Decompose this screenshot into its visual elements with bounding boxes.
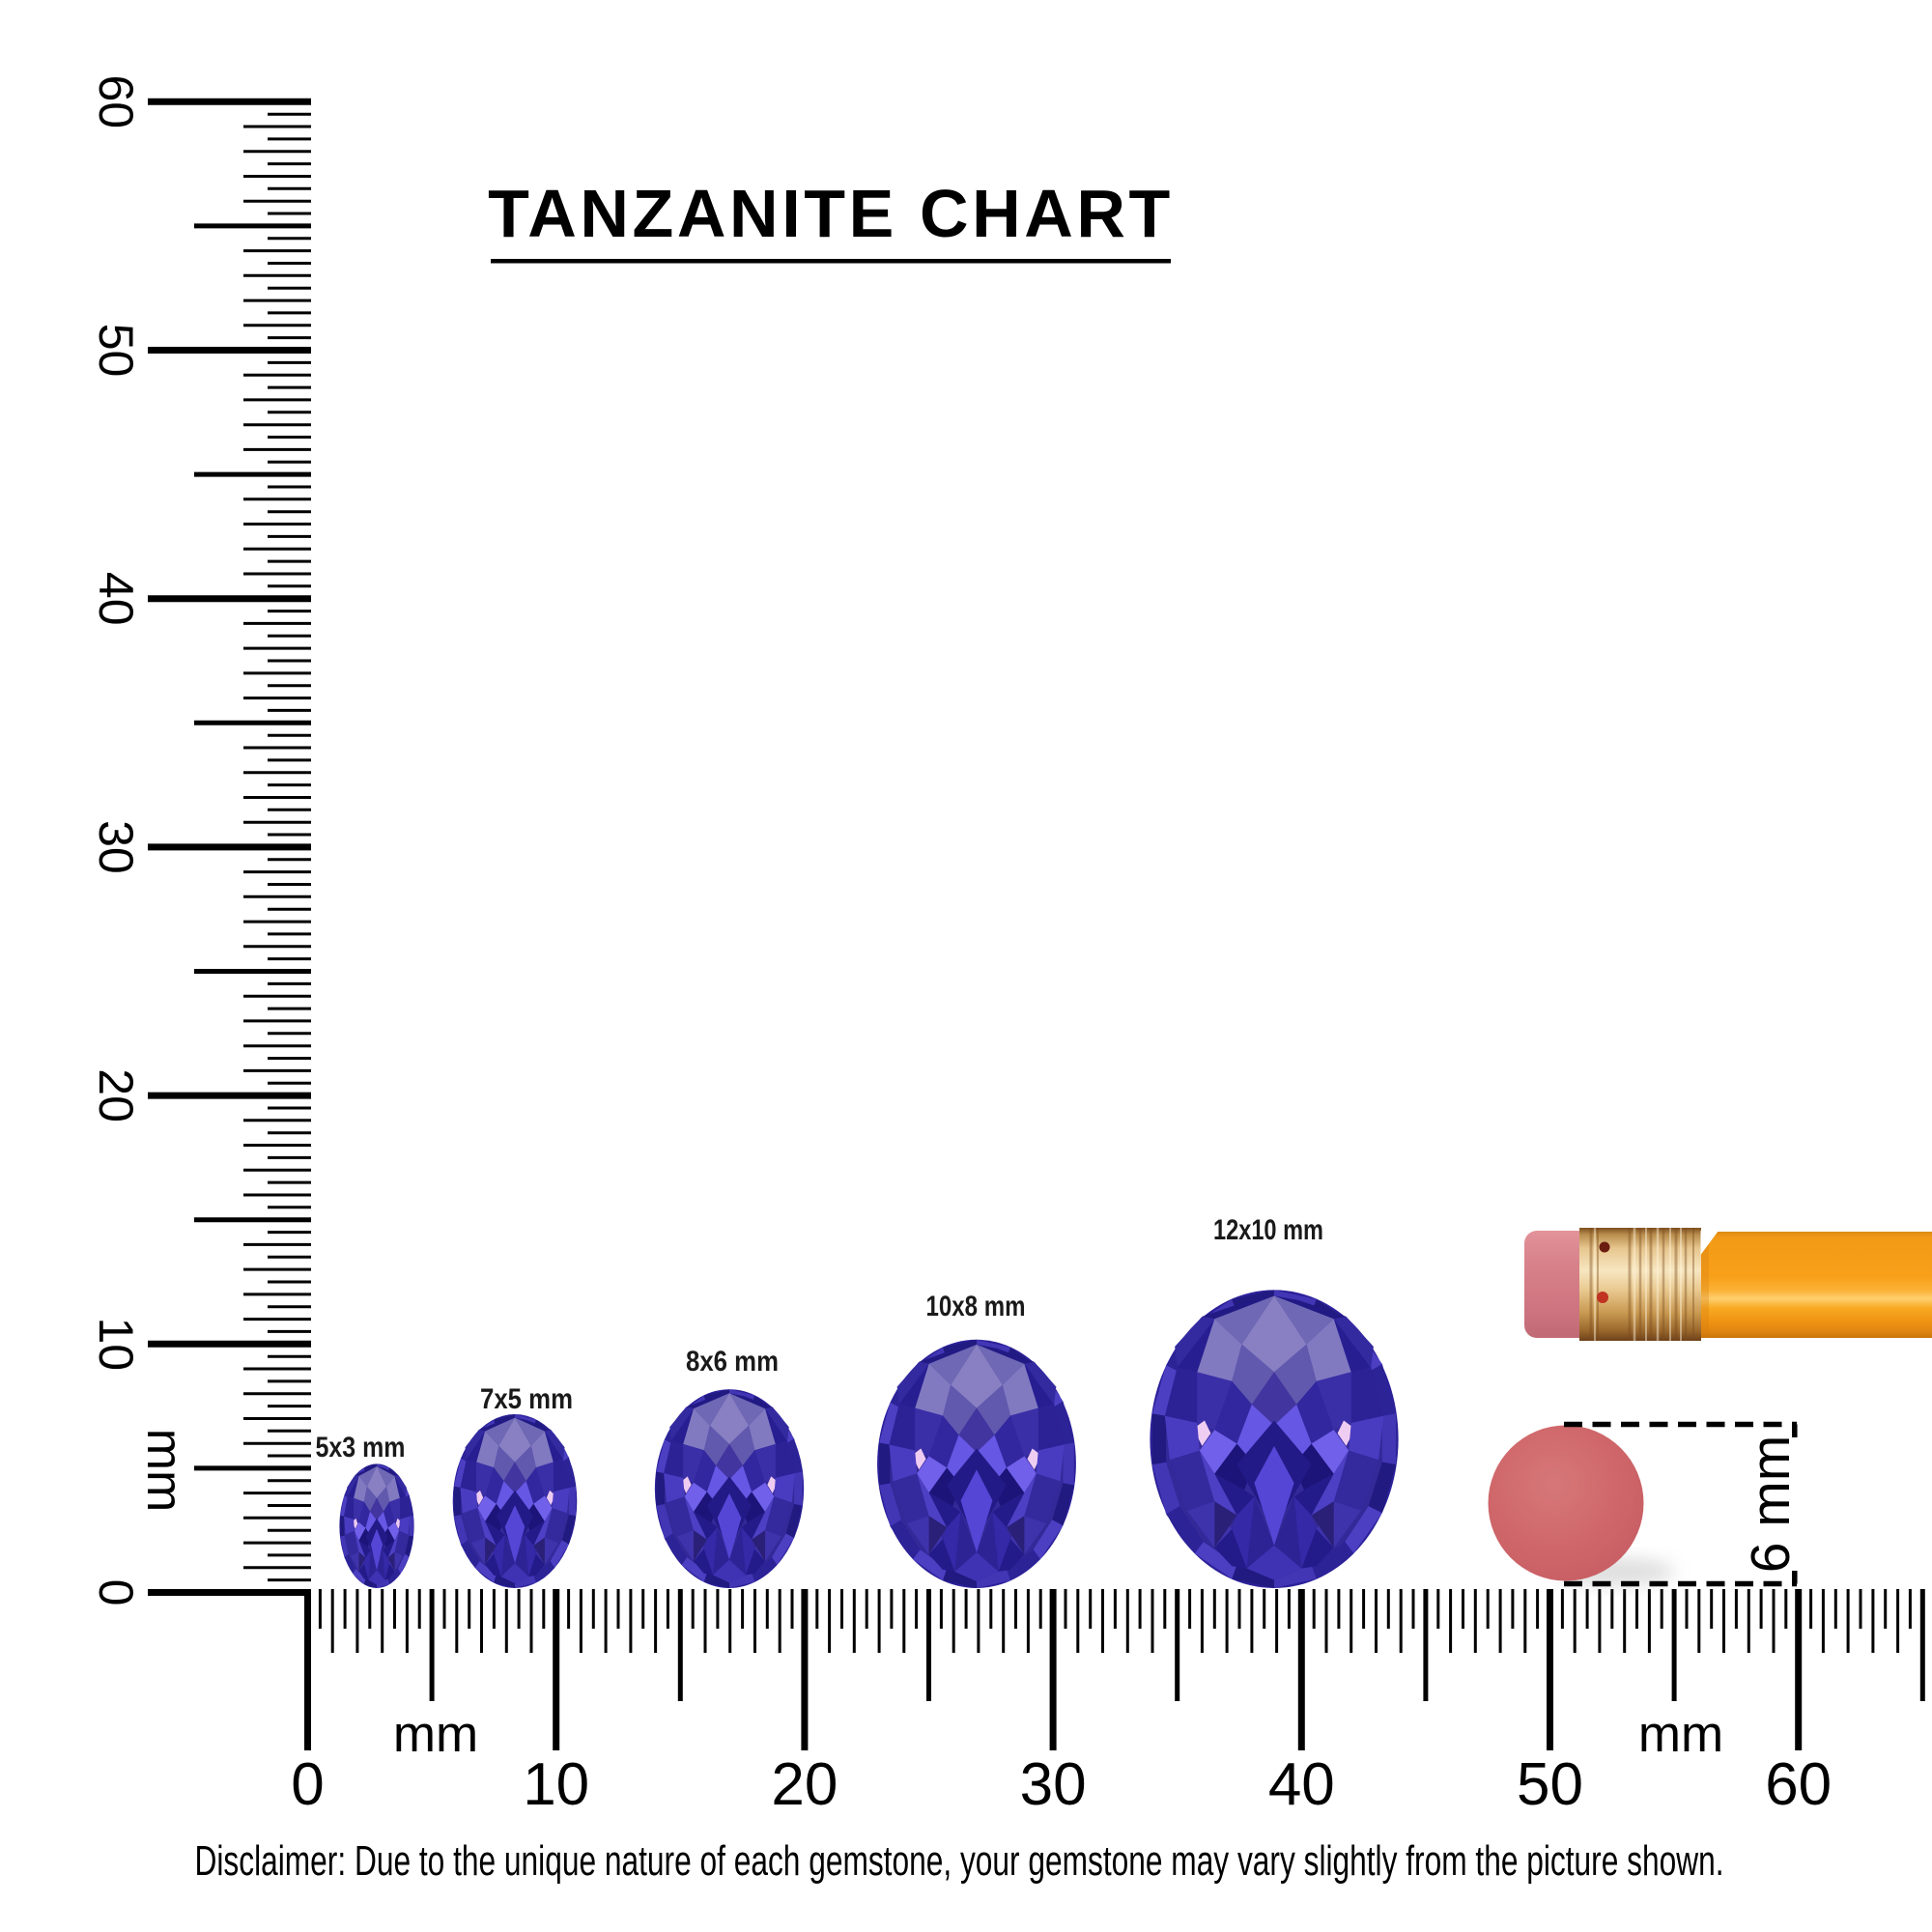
svg-text:10: 10: [523, 1751, 589, 1818]
svg-text:50: 50: [89, 324, 143, 378]
svg-text:5x3 mm: 5x3 mm: [316, 1432, 406, 1463]
svg-text:10: 10: [89, 1317, 143, 1371]
svg-text:20: 20: [89, 1068, 143, 1122]
svg-text:60: 60: [89, 74, 143, 128]
svg-text:TANZANITE CHART: TANZANITE CHART: [488, 176, 1174, 251]
svg-text:0: 0: [291, 1751, 324, 1818]
svg-text:0: 0: [89, 1579, 143, 1606]
svg-text:40: 40: [1268, 1751, 1335, 1818]
svg-text:8x6 mm: 8x6 mm: [686, 1346, 779, 1378]
svg-text:Disclaimer: Due to the unique: Disclaimer: Due to the unique nature of …: [195, 1837, 1724, 1885]
svg-text:40: 40: [89, 572, 143, 626]
svg-text:mm: mm: [1638, 1706, 1723, 1763]
svg-text:30: 30: [1020, 1751, 1087, 1818]
svg-text:7x5 mm: 7x5 mm: [480, 1383, 573, 1415]
svg-text:10x8 mm: 10x8 mm: [926, 1291, 1026, 1322]
svg-text:20: 20: [771, 1751, 838, 1818]
svg-text:6 mm: 6 mm: [1740, 1435, 1802, 1574]
svg-text:60: 60: [1765, 1751, 1832, 1818]
svg-text:12x10 mm: 12x10 mm: [1213, 1214, 1323, 1246]
svg-text:mm: mm: [393, 1706, 478, 1763]
svg-text:mm: mm: [136, 1429, 192, 1513]
svg-text:30: 30: [89, 820, 143, 874]
svg-text:50: 50: [1517, 1751, 1583, 1818]
